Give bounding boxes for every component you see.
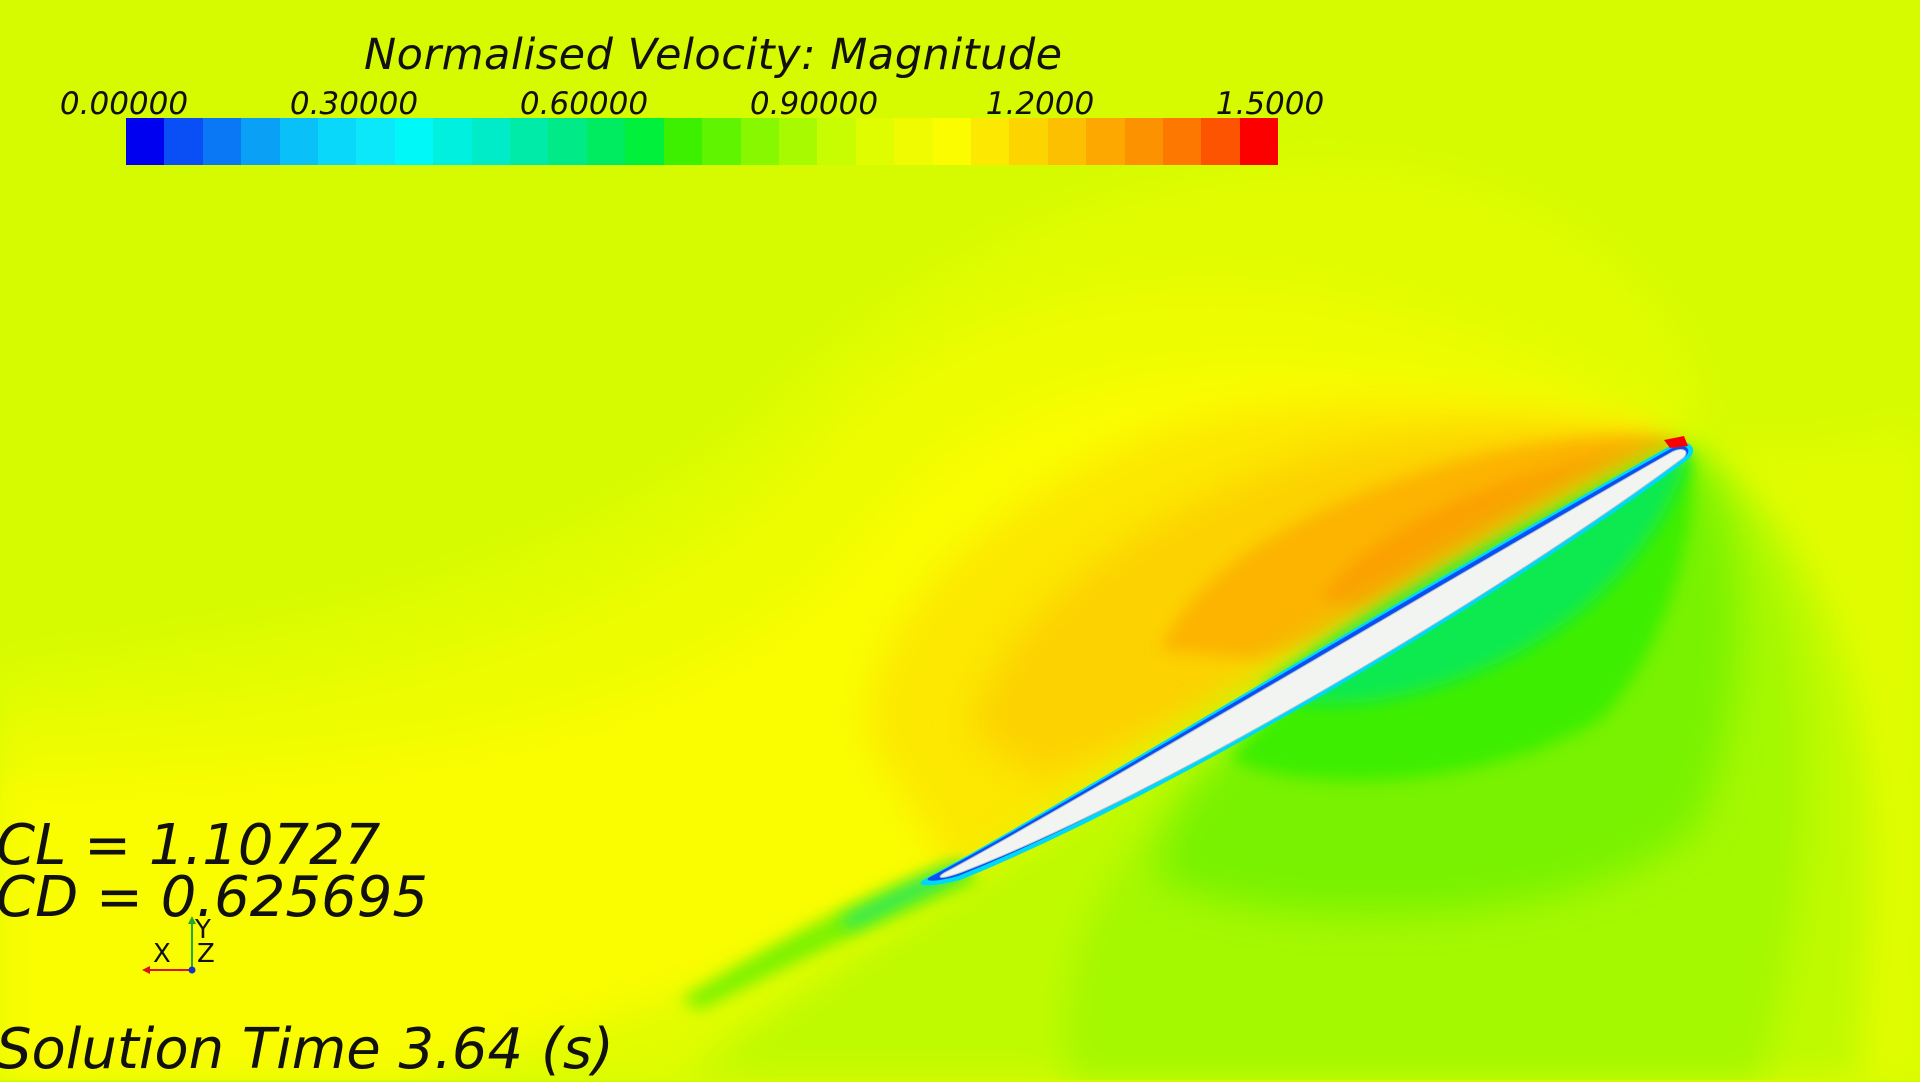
legend-colorbar [126, 118, 1279, 165]
legend-tick-label: 1.5000 [1215, 86, 1325, 122]
y-axis-label: Y [194, 915, 211, 945]
colorbar-segment [1047, 118, 1087, 165]
colorbar-segment [241, 118, 280, 165]
colorbar-segment [548, 118, 587, 165]
colorbar-segment [510, 118, 549, 165]
colorbar-segment [817, 118, 856, 165]
legend-title: Normalised Velocity: Magnitude [364, 30, 1063, 80]
colorbar-segment [894, 118, 933, 165]
colorbar-segment [164, 118, 203, 165]
x-axis-label: X [153, 939, 171, 969]
solution-time-label: Solution Time 3.64 (s) [0, 1017, 614, 1082]
z-axis-dot [188, 966, 196, 974]
axis-triad: Y X Z [142, 915, 215, 974]
x-axis-arrow [142, 966, 150, 974]
lift-coefficient-label: CL = 1.10727 [0, 813, 381, 878]
colorbar-segment [970, 118, 1010, 165]
legend-tick-label: 0.60000 [519, 86, 649, 122]
legend-tick-label: 0.00000 [59, 86, 189, 122]
colorbar-segment [702, 118, 741, 165]
colorbar-segment [1239, 118, 1279, 165]
colorbar-segment [625, 118, 664, 165]
colorbar-segment [318, 118, 357, 165]
legend-tick-label: 1.2000 [985, 86, 1095, 122]
colorbar-segment [433, 118, 472, 165]
colorbar-segment [932, 118, 971, 165]
drag-coefficient-label: CD = 0.625695 [0, 865, 428, 930]
colorbar-segment [1124, 118, 1163, 165]
colorbar-segment [778, 118, 818, 165]
z-axis-label: Z [197, 939, 215, 969]
colorbar-segment [1162, 118, 1202, 165]
colorbar-segment [471, 118, 511, 165]
colorbar-segment [855, 118, 895, 165]
legend-tick-label: 0.90000 [749, 86, 879, 122]
colorbar-segment [126, 118, 165, 165]
legend-tick-label: 0.30000 [289, 86, 419, 122]
colorbar-segment [1201, 118, 1240, 165]
colorbar-segment [202, 118, 242, 165]
colorbar-segment [279, 118, 319, 165]
leading-edge-stagnation-red [1664, 436, 1688, 448]
colorbar-segment [1009, 118, 1048, 165]
colorbar-segment [356, 118, 395, 165]
colorbar-segment [663, 118, 703, 165]
colorbar-segment [740, 118, 779, 165]
colorbar-segment [1086, 118, 1125, 165]
y-axis-arrow [188, 916, 196, 924]
colorbar-segment [394, 118, 434, 165]
colorbar-segment [586, 118, 626, 165]
airfoil-surface [939, 449, 1687, 878]
contour-band-max [1320, 445, 1685, 610]
